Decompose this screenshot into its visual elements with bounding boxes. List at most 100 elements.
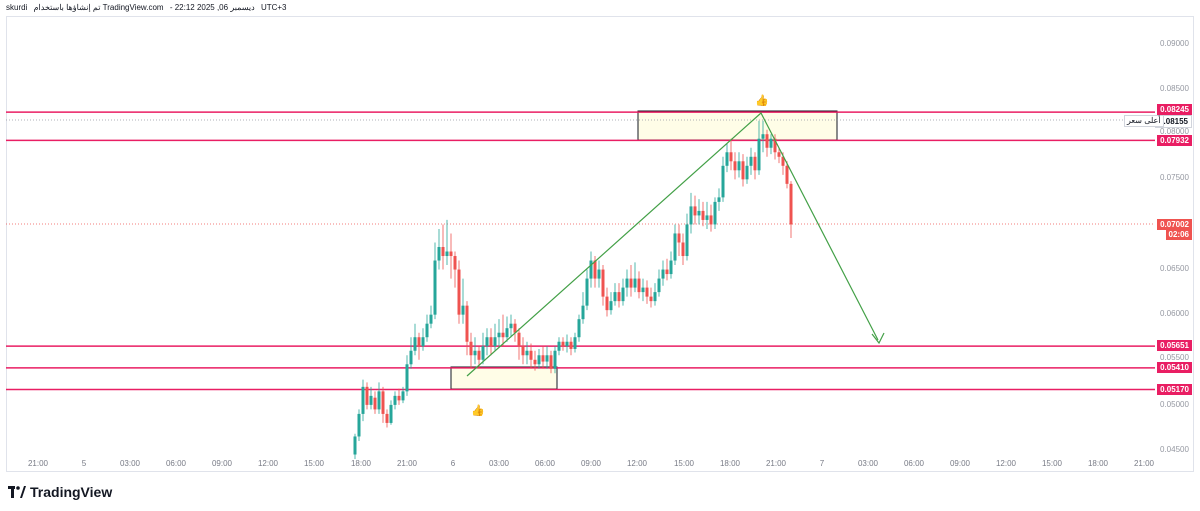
candle-body <box>425 323 429 338</box>
candle-body <box>501 332 505 338</box>
candle-body <box>393 395 397 405</box>
candle-body <box>717 197 721 202</box>
candle-body <box>657 278 661 293</box>
candle-body <box>629 278 633 288</box>
candle-body <box>609 301 613 311</box>
candle-body <box>757 138 761 171</box>
price-tick-label: 0.08000 <box>1160 127 1189 136</box>
candle-body <box>745 165 749 180</box>
high-price-label: أعلى سعر <box>1124 115 1164 127</box>
candle-body <box>625 278 629 288</box>
time-tick-label: 6 <box>450 459 456 468</box>
candle-body <box>637 278 641 293</box>
candle-body <box>517 332 521 347</box>
candle-body <box>785 165 789 184</box>
time-tick-label: 18:00 <box>350 459 372 468</box>
candle-body <box>641 287 645 293</box>
tradingview-logo-icon <box>8 486 26 498</box>
level-tag-0.05170: 0.05170 <box>1157 384 1192 395</box>
candle-body <box>389 404 393 423</box>
candle-body <box>617 292 621 302</box>
price-tick-label: 0.08500 <box>1160 84 1189 93</box>
candle-body <box>445 251 449 257</box>
candle-body <box>485 337 489 347</box>
time-tick-label: 21:00 <box>765 459 787 468</box>
candle-body <box>437 247 441 261</box>
price-tick-label: 0.07500 <box>1160 173 1189 182</box>
candle-body <box>709 215 713 225</box>
candle-body <box>693 206 697 216</box>
candle-body <box>561 341 565 347</box>
time-tick-label: 03:00 <box>857 459 879 468</box>
candle-body <box>409 350 413 365</box>
username: skurdi <box>6 3 28 12</box>
candle-body <box>553 350 557 369</box>
candle-body <box>541 355 545 362</box>
arrow-head <box>871 332 885 345</box>
candle-body <box>581 305 585 320</box>
candle-body <box>673 233 677 261</box>
candle-body <box>649 296 653 302</box>
candle-body <box>689 206 693 225</box>
time-tick-label: 12:00 <box>995 459 1017 468</box>
time-tick-label: 18:00 <box>1087 459 1109 468</box>
price-tick-label: 0.05500 <box>1160 353 1189 362</box>
candle-body <box>713 201 717 225</box>
time-tick-label: 12:00 <box>257 459 279 468</box>
candle-body <box>665 269 669 275</box>
candle-body <box>577 319 581 338</box>
timezone: UTC+3 <box>260 3 287 12</box>
candle-body <box>397 395 401 401</box>
candle-body <box>653 292 657 302</box>
candle-body <box>421 337 425 347</box>
candle-body <box>441 247 445 257</box>
time-tick-label: 03:00 <box>119 459 141 468</box>
price-tick-label: 0.05000 <box>1160 400 1189 409</box>
candle-body <box>461 305 465 315</box>
publish-date: - 22:12 2025 ,06 ديسمبر <box>169 3 255 12</box>
candle-body <box>741 161 745 180</box>
price-tick-label: 0.09000 <box>1160 39 1189 48</box>
candle-body <box>701 210 705 220</box>
time-tick-label: 18:00 <box>719 459 741 468</box>
candle-body <box>405 364 409 392</box>
candle-body <box>573 337 577 349</box>
candle-body <box>753 156 757 171</box>
time-tick-label: 15:00 <box>1041 459 1063 468</box>
candle-body <box>457 269 461 315</box>
candle-body <box>721 165 725 198</box>
candle-body <box>661 269 665 279</box>
tradingview-logo[interactable]: TradingView <box>8 484 112 500</box>
level-tag-0.07932: 0.07932 <box>1157 135 1192 146</box>
candle-body <box>697 210 701 216</box>
publish-text: تم إنشاؤها باستخدام TradingView.com <box>33 3 164 12</box>
brand-name: TradingView <box>30 484 113 500</box>
candle-body <box>521 346 525 356</box>
chart-pane[interactable] <box>6 16 1194 472</box>
candle-body <box>557 341 561 351</box>
candle-body <box>789 183 793 225</box>
candle-body <box>529 350 533 360</box>
candle-body <box>453 256 457 270</box>
thumb-up-icon-bottom: 👍 <box>471 405 485 417</box>
time-tick-label: 21:00 <box>1133 459 1155 468</box>
countdown-tag: 02:06 <box>1165 229 1192 240</box>
candle-body <box>465 305 469 342</box>
candle-body <box>381 391 385 414</box>
candle-body <box>369 395 373 405</box>
time-tick-label: 15:00 <box>673 459 695 468</box>
candle-body <box>385 413 389 423</box>
candle-body <box>681 242 685 257</box>
candle-body <box>645 287 649 297</box>
candle-body <box>505 328 509 338</box>
time-tick-label: 15:00 <box>303 459 325 468</box>
candle-body <box>685 224 689 257</box>
candle-body <box>781 156 785 166</box>
price-tick-label: 0.06000 <box>1160 309 1189 318</box>
candle-body <box>493 337 497 347</box>
candle-body <box>497 332 501 338</box>
candle-body <box>593 260 597 279</box>
candle-body <box>537 355 541 365</box>
candle-body <box>729 152 733 162</box>
